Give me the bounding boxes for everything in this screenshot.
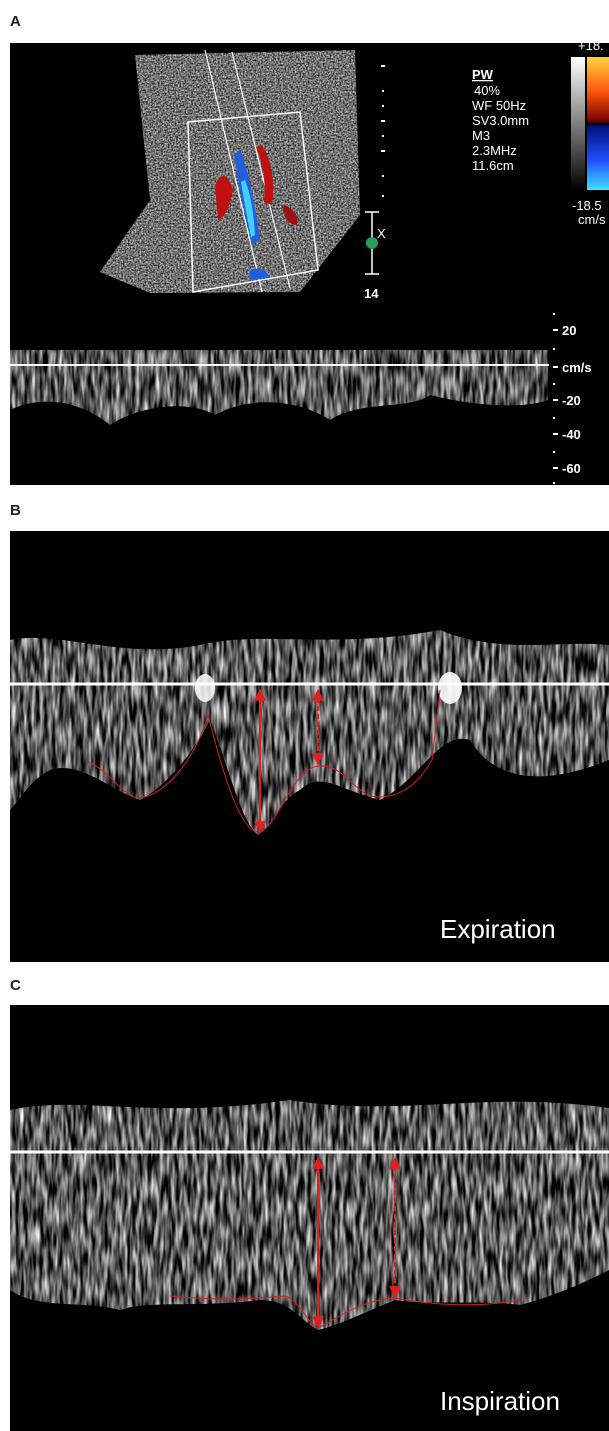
artifact <box>438 672 462 704</box>
scale-minor <box>553 482 555 484</box>
color-scale-min: -18.5 <box>572 198 602 213</box>
scale-minor <box>553 417 555 419</box>
scale-label: 20 <box>562 323 576 338</box>
color-scale-unit: cm/s <box>578 212 606 227</box>
color-scale-max: +18. <box>578 38 604 53</box>
scale-label: -60 <box>562 461 581 476</box>
setting: 40% <box>474 83 500 98</box>
scale-label: -20 <box>562 393 581 408</box>
artifact <box>195 674 215 702</box>
velocity-scale: 20 cm/s -20 -40 -60 <box>553 313 592 484</box>
color-box <box>187 111 319 293</box>
setting: 11.6cm <box>472 158 514 173</box>
depth-scale <box>381 65 385 197</box>
doppler-line <box>204 49 291 293</box>
depth-label: 14 <box>364 286 379 301</box>
gray-bar <box>571 57 585 190</box>
spectral-strip <box>10 350 549 425</box>
setting: SV3.0mm <box>472 113 529 128</box>
scale-label: -40 <box>562 427 581 442</box>
scale-label: cm/s <box>562 360 592 375</box>
gate-label: X <box>377 226 386 241</box>
panel-label: C <box>10 977 21 994</box>
scale-tick <box>553 399 558 401</box>
panel-label: A <box>10 13 21 30</box>
setting: PW <box>472 67 494 82</box>
scale-minor <box>553 313 555 315</box>
caption: Inspiration <box>440 1386 560 1416</box>
scale-tick <box>553 329 558 331</box>
caption: Expiration <box>440 914 556 944</box>
scale-tick <box>553 433 558 435</box>
doppler-waveform <box>10 1100 609 1330</box>
setting: WF 50Hz <box>472 98 526 113</box>
setting: M3 <box>472 128 490 143</box>
gate-marker <box>366 237 378 249</box>
scale-minor <box>553 348 555 350</box>
color-bar <box>587 57 609 190</box>
setting: 2.3MHz <box>472 143 517 158</box>
scale-minor <box>553 451 555 453</box>
scale-tick <box>553 366 558 368</box>
color-flow <box>215 145 298 280</box>
panel-label: B <box>10 502 21 519</box>
scale-tick <box>553 467 558 469</box>
bmode-sector <box>100 50 360 293</box>
scale-minor <box>553 383 555 385</box>
